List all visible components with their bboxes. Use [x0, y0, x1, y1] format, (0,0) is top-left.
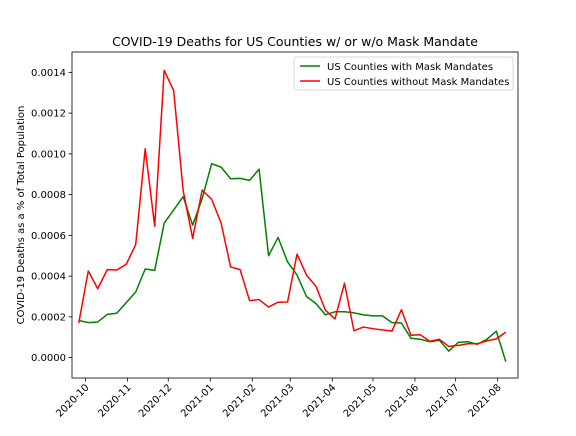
- y-tick-label: 0.0004: [31, 272, 66, 283]
- y-tick-label: 0.0000: [31, 353, 66, 364]
- y-axis-ticks: 0.0000 0.0002 0.0004 0.0006 0.0008 0.0010 0.00…: [31, 68, 72, 364]
- legend-label-without-mandates: US Counties without Mask Mandates: [327, 77, 509, 88]
- y-axis-label: COVID-19 Deaths as a % of Total Populati…: [16, 106, 27, 325]
- legend-box: [293, 56, 514, 91]
- plot-frame: [71, 51, 519, 379]
- y-tick-label: 0.0006: [31, 231, 66, 242]
- series-line-1: [78, 69, 507, 348]
- y-tick-label: 0.0012: [31, 109, 66, 120]
- series-lines: [78, 69, 507, 362]
- legend-label-with-mandates: US Counties with Mask Mandates: [327, 62, 493, 73]
- chart-title: COVID-19 Deaths for US Counties w/ or w/…: [112, 34, 478, 49]
- y-tick-label: 0.0002: [31, 312, 66, 323]
- legend: US Counties with Mask Mandates US Counti…: [293, 56, 514, 91]
- y-tick-label: 0.0008: [31, 190, 66, 201]
- y-tick-label: 0.0014: [31, 68, 66, 79]
- y-tick-label: 0.0010: [31, 149, 66, 160]
